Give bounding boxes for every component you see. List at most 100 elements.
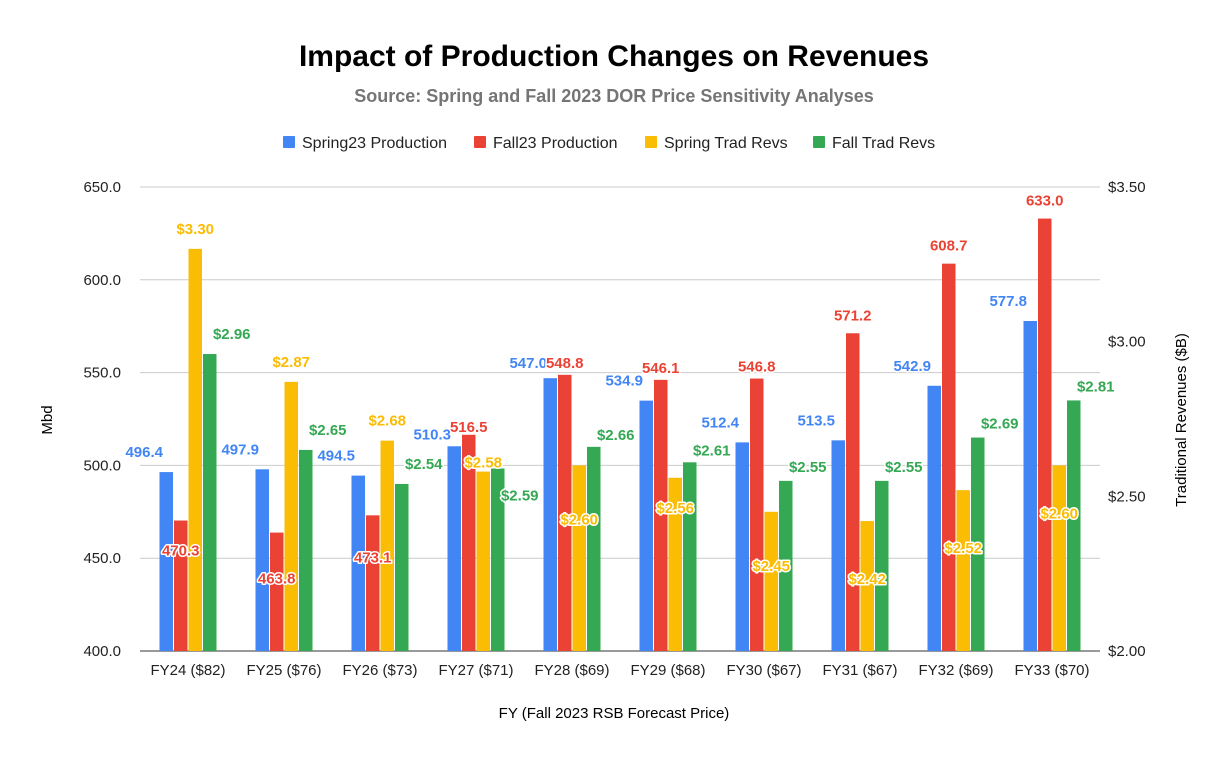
y-axis-left-title: Mbd [39, 405, 56, 434]
bar-fall23-production [750, 378, 764, 651]
bar-spring-trad-revs [668, 477, 682, 651]
data-label-spring-trad-revs: $2.58 [464, 455, 502, 472]
data-label-spring23-production: 512.4 [701, 414, 739, 431]
bars [159, 218, 1081, 651]
bar-fall-trad-revs [779, 480, 793, 651]
x-tick-label: FY30 ($67) [726, 662, 801, 679]
bar-fall23-production [1038, 218, 1052, 651]
bar-spring23-production [639, 400, 653, 651]
data-label-spring-trad-revs: $2.60 [1040, 505, 1078, 522]
legend-swatch-spring-trad-revs [645, 136, 657, 148]
data-label-fall-trad-revs: $2.66 [597, 427, 635, 444]
bar-spring23-production [159, 472, 173, 651]
data-labels: 496.4 470.3 $3.30 $2.96 497.9 463.8 $2.87 $2.65… [124, 191, 1116, 590]
bar-spring-trad-revs [188, 248, 202, 651]
y-tick-label-left: 550.0 [83, 365, 121, 382]
bar-fall-trad-revs [299, 449, 313, 651]
data-label-spring-trad-revs: $2.52 [944, 540, 982, 557]
data-label-fall23-production: 546.1 [642, 360, 680, 377]
y-tick-label-right: $2.00 [1108, 643, 1146, 660]
data-label-spring-trad-revs: $2.42 [848, 571, 886, 588]
data-label-fall23-production: 548.8 [546, 355, 584, 372]
data-label-spring23-production: 510.3 [413, 426, 451, 443]
data-label-fall-trad-revs: $2.59 [501, 487, 539, 504]
y-tick-label-left: 400.0 [83, 643, 121, 660]
data-label-fall23-production: 571.2 [834, 307, 872, 324]
data-label-spring-trad-revs: $2.45 [752, 558, 790, 575]
data-label-spring23-production: 494.5 [317, 448, 355, 465]
y-tick-label-left: 450.0 [83, 550, 121, 567]
legend-label-spring23-production: Spring23 Production [302, 135, 447, 152]
data-label-fall23-production: 470.3 [162, 543, 200, 560]
data-label-fall23-production: 473.1 [354, 549, 392, 566]
bar-fall23-production [270, 532, 284, 651]
legend-swatch-fall23-production [474, 136, 486, 148]
data-label-fall-trad-revs: $2.55 [885, 459, 923, 476]
legend: Spring23 Production Fall23 Production Spri… [283, 135, 935, 152]
bar-spring-trad-revs [1052, 465, 1066, 651]
bar-spring-trad-revs [860, 521, 874, 651]
data-label-fall23-production: 546.8 [738, 359, 776, 376]
bar-fall23-production [366, 515, 380, 651]
data-label-fall23-production: 633.0 [1026, 193, 1064, 210]
y-tick-label-left: 650.0 [83, 179, 121, 196]
data-label-fall23-production: 516.5 [450, 419, 488, 436]
bar-fall-trad-revs [1067, 400, 1081, 651]
x-axis-title: FY (Fall 2023 RSB Forecast Price) [499, 705, 730, 722]
data-label-fall23-production: 463.8 [258, 571, 296, 588]
x-tick-label: FY25 ($76) [246, 662, 321, 679]
chart-subtitle: Source: Spring and Fall 2023 DOR Price S… [354, 86, 874, 106]
bar-fall-trad-revs [203, 354, 217, 651]
y-axis-left-ticks: 400.0 450.0 500.0 550.0 600.0 650.0 [83, 179, 121, 660]
y-tick-label-right: $2.50 [1108, 488, 1146, 505]
bar-spring23-production [927, 385, 941, 651]
bar-fall-trad-revs [683, 462, 697, 651]
bar-fall23-production [846, 333, 860, 651]
bar-spring-trad-revs [476, 471, 490, 651]
x-tick-label: FY32 ($69) [918, 662, 993, 679]
data-label-fall-trad-revs: $2.96 [213, 326, 251, 343]
data-label-spring23-production: 542.9 [893, 358, 931, 375]
y-tick-label-right: $3.50 [1108, 179, 1146, 196]
y-axis-right-title: Traditional Revenues ($B) [1173, 333, 1190, 507]
bar-fall-trad-revs [587, 446, 601, 651]
bar-spring23-production [735, 442, 749, 651]
bar-fall-trad-revs [971, 437, 985, 651]
legend-swatch-fall-trad-revs [813, 136, 825, 148]
y-tick-label-right: $3.00 [1108, 334, 1146, 351]
data-label-spring-trad-revs: $3.30 [176, 221, 214, 238]
data-label-spring-trad-revs: $2.87 [272, 354, 310, 371]
data-label-fall-trad-revs: $2.69 [981, 416, 1019, 433]
chart-title: Impact of Production Changes on Revenues [299, 40, 929, 73]
x-tick-label: FY24 ($82) [150, 662, 225, 679]
bar-fall23-production [654, 379, 668, 651]
bar-fall-trad-revs [395, 483, 409, 651]
bar-spring23-production [255, 469, 269, 651]
y-tick-label-left: 500.0 [83, 457, 121, 474]
data-label-spring23-production: 577.8 [989, 293, 1027, 310]
x-tick-label: FY28 ($69) [534, 662, 609, 679]
y-tick-label-left: 600.0 [83, 272, 121, 289]
data-label-fall-trad-revs: $2.65 [309, 422, 347, 439]
data-label-spring-trad-revs: $2.60 [560, 511, 598, 528]
bar-fall23-production [174, 520, 188, 651]
data-label-spring-trad-revs: $2.68 [368, 413, 406, 430]
bar-spring23-production [351, 475, 365, 651]
data-label-spring-trad-revs: $2.56 [656, 500, 694, 517]
data-label-spring23-production: 534.9 [605, 373, 643, 390]
bar-spring-trad-revs [380, 440, 394, 651]
bar-spring-trad-revs [572, 465, 586, 651]
data-label-fall-trad-revs: $2.54 [405, 456, 443, 473]
data-label-spring23-production: 513.5 [797, 412, 835, 429]
bar-fall23-production [558, 374, 572, 651]
x-tick-label: FY29 ($68) [630, 662, 705, 679]
data-label-spring23-production: 497.9 [221, 441, 259, 458]
bar-spring23-production [447, 446, 461, 651]
legend-swatch-spring23-production [283, 136, 295, 148]
data-label-fall-trad-revs: $2.81 [1077, 378, 1115, 395]
bar-fall-trad-revs [875, 480, 889, 651]
data-label-spring23-production: 547.0 [509, 355, 547, 372]
bar-spring23-production [1023, 321, 1037, 651]
y-axis-right-ticks: $2.00 $2.50 $3.00 $3.50 [1108, 179, 1146, 660]
